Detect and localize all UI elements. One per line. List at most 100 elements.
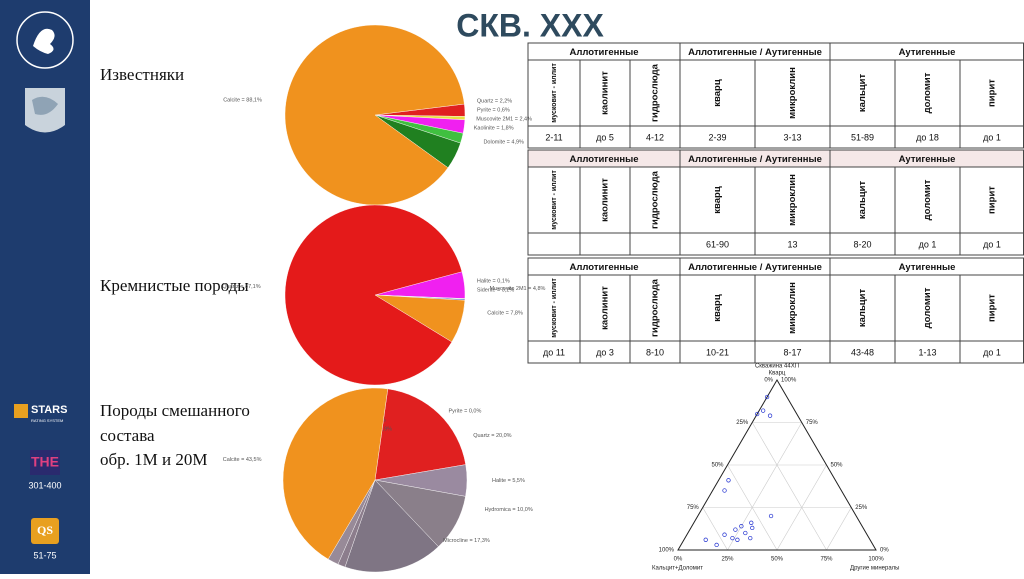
table-column: гидрослюда	[650, 278, 661, 337]
qs-label: QS	[37, 523, 53, 537]
pie-label: Hydromica = 10,0%	[485, 507, 533, 513]
ternary-tick: 50%	[711, 463, 724, 469]
pie-label: Microcline = 17,3%	[443, 538, 490, 544]
pie-label: Halite = 5,5%	[492, 478, 525, 484]
table-cell: 2-11	[545, 132, 562, 142]
table-cell: до 1	[983, 239, 1001, 249]
ternary-tick: 75%	[820, 557, 833, 563]
ternary-point	[733, 527, 738, 532]
table-group: Аллотигенные	[570, 262, 639, 273]
ternary-tick: 100%	[781, 378, 797, 384]
table-group: Аллотигенные	[570, 47, 639, 58]
table-column: микроклин	[787, 282, 798, 334]
ternary-point	[743, 530, 748, 536]
table-column: мусковит - иллит	[551, 278, 558, 338]
ternary-point	[767, 413, 773, 418]
table-column: каолинит	[600, 71, 611, 115]
pie-slice	[344, 479, 439, 573]
table-column: кварц	[712, 186, 723, 214]
table-column: доломит	[922, 179, 933, 220]
pie-slice	[282, 387, 389, 560]
slide-title: СКВ. XXX	[456, 7, 604, 43]
ternary-point	[750, 525, 755, 531]
table-cell: до 11	[543, 347, 565, 357]
pie-label: Calcite = 88,1%	[223, 98, 262, 104]
section-caption: Известняки	[100, 65, 184, 84]
table-group: Аутигенные	[899, 262, 956, 273]
ternary-point	[703, 537, 708, 542]
ternary-tick: 75%	[687, 505, 700, 511]
ternary-tick: 25%	[855, 505, 868, 511]
logo-mark	[33, 28, 55, 54]
the-icon	[30, 450, 60, 475]
ternary-axis: Другие минералы	[850, 566, 900, 572]
table-cell: до 1	[983, 132, 1001, 142]
pie-slice	[374, 388, 466, 481]
ternary-point	[748, 535, 753, 541]
crest-mark	[32, 96, 58, 115]
table-column: гидрослюда	[650, 63, 661, 122]
table-cell: 2-39	[708, 132, 726, 142]
pie-label: Pyrite = 0,6%	[477, 107, 510, 113]
table-cell: 43-48	[851, 347, 874, 357]
stars-icon	[14, 404, 28, 418]
table-column: мусковит - иллит	[551, 170, 558, 230]
stars-sub: RATING SYSTEM	[31, 418, 63, 423]
grid-line	[826, 507, 852, 551]
section-caption: состава	[100, 426, 155, 445]
table-group: Аллотигенные / Аутигенные	[688, 154, 822, 165]
ternary-tick: 0%	[764, 378, 773, 384]
table-column: мусковит - иллит	[551, 63, 558, 123]
table-cell: 8-10	[646, 347, 664, 357]
ternary-point	[749, 520, 754, 525]
qs-rank: 51-75	[33, 550, 56, 560]
ternary-point	[726, 478, 731, 483]
grid-line	[702, 507, 728, 551]
table-cell: до 1	[919, 239, 937, 249]
ternary-point	[722, 532, 727, 537]
ternary-title: Скважина 44ХП	[755, 364, 799, 370]
pie-label: Pyrite = 0,0%	[449, 408, 482, 414]
pie-label: Quartz = 20,0%	[473, 433, 511, 439]
ternary-point	[730, 535, 735, 541]
pie-label: Muscovite 2M1 = 4,8%	[490, 286, 546, 292]
table-column: кварц	[712, 79, 723, 107]
ternary-point	[764, 394, 770, 400]
pie-label: Siderite = 0,2%	[477, 287, 515, 293]
the-rank: 301-400	[28, 480, 61, 490]
pie-slice	[284, 204, 463, 386]
table-column: каолинит	[600, 178, 611, 222]
ternary-tick: 50%	[831, 463, 844, 469]
ternary-point	[714, 542, 719, 548]
ternary-tick: 100%	[868, 557, 884, 563]
table-column: пирит	[987, 186, 998, 214]
ternary-axis: Кварц	[769, 371, 786, 377]
table-column: каолинит	[600, 286, 611, 330]
section-caption: Кремнистые породы	[100, 276, 249, 295]
pie-label: Muscovite 2M1 = 2,4%	[476, 116, 532, 122]
section-caption: Породы смешанного	[100, 401, 250, 420]
table-column: кальцит	[857, 74, 868, 113]
grid-line	[751, 422, 827, 551]
table-column: кварц	[712, 294, 723, 322]
table-group: Аутигенные	[899, 47, 956, 58]
table-group: Аллотигенные / Аутигенные	[688, 47, 822, 58]
table-column: пирит	[987, 79, 998, 107]
pie-label: Quartz = 2,2%	[477, 98, 512, 104]
ternary-tick: 25%	[736, 420, 749, 426]
grid-line	[727, 422, 803, 551]
table-cell: 8-20	[853, 239, 871, 249]
pie-label: Calcite = 7,8%	[487, 310, 523, 316]
table-group: Аллотигенные / Аутигенные	[688, 262, 822, 273]
pie-label: Halite = 0,1%	[477, 278, 510, 284]
table-group: Аутигенные	[899, 154, 956, 165]
ternary-tick: 100%	[659, 548, 675, 554]
table-cell: 4-12	[646, 132, 664, 142]
pie-slice	[284, 24, 465, 206]
table-cell: 61-90	[706, 239, 729, 249]
table-column: пирит	[987, 294, 998, 322]
ternary-tick: 0%	[880, 548, 889, 554]
ternary-point	[735, 537, 740, 542]
